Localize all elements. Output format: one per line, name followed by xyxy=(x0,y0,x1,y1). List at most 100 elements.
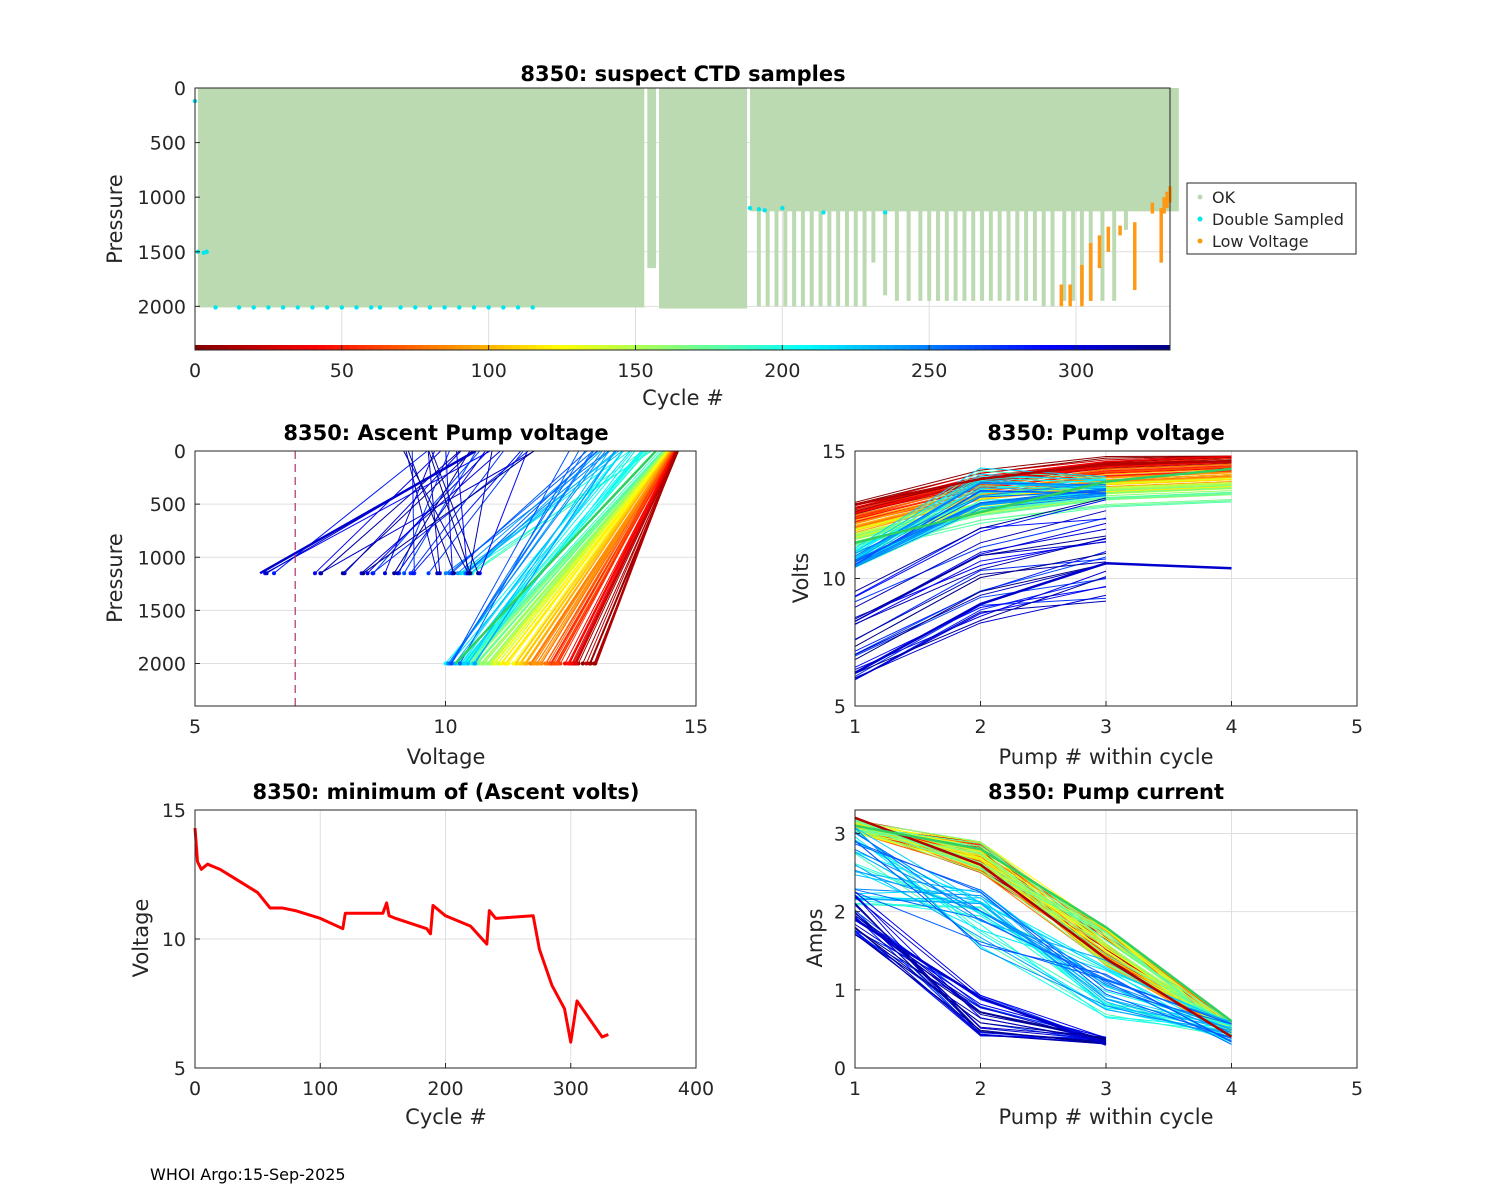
ascent-profile-127 xyxy=(450,451,570,664)
ascent-profile-61 xyxy=(513,451,668,664)
ascent-profile-140 xyxy=(455,451,469,574)
pumpv-cycle-102 xyxy=(854,493,1107,566)
cycle-color-45 xyxy=(560,345,570,350)
cycle-color-21 xyxy=(365,345,375,350)
double-sampled-point-27 xyxy=(756,206,762,212)
pumpv-cycle-103 xyxy=(854,481,1107,554)
ascent-bottom-point-114 xyxy=(472,661,477,666)
ascent-profile-159 xyxy=(428,451,471,574)
pumpc-cycle-103 xyxy=(854,827,1232,1038)
ascent-profile-6 xyxy=(577,451,678,664)
ctd-xtick-label-6: 300 xyxy=(1058,360,1094,382)
cycle-color-117 xyxy=(1145,345,1155,350)
ascent-bottom-point-78 xyxy=(485,661,490,666)
pumpv-cycle-131 xyxy=(854,510,1107,608)
double-sampled-point-26 xyxy=(747,205,753,211)
ascent-bottom-point-61 xyxy=(511,661,516,666)
ctd-ytick-label-2: 1000 xyxy=(138,187,186,209)
cycle-color-7 xyxy=(251,345,261,350)
cycle-color-70 xyxy=(763,345,773,350)
pumpc-xtick-label-0: 1 xyxy=(849,1078,861,1100)
pumpv-cycle-11 xyxy=(854,455,1232,507)
double-sampled-point-13 xyxy=(354,305,359,310)
cycle-color-29 xyxy=(430,345,440,350)
cycle-color-63 xyxy=(706,345,716,350)
double-sampled-point-8 xyxy=(280,305,286,310)
cycle-color-114 xyxy=(1121,345,1130,350)
ctd-frame xyxy=(194,87,1171,351)
pumpc-title: 8350: Pump current xyxy=(988,780,1224,804)
legend-lowv-marker xyxy=(1197,238,1203,244)
cycle-color-105 xyxy=(1048,345,1057,350)
pumpc-cycle-66 xyxy=(854,827,1232,1030)
ascent-bottom-point-7 xyxy=(587,661,592,666)
cycle-color-36 xyxy=(487,345,497,350)
pumpv-cycle-23 xyxy=(854,469,1232,522)
cycle-color-41 xyxy=(528,345,537,350)
minv-ytick-label-0: 5 xyxy=(174,1058,186,1080)
cycle-color-112 xyxy=(1105,345,1114,350)
ascent-bottom-point-124 xyxy=(457,661,462,666)
ctd-xtick-label-3: 150 xyxy=(617,360,653,382)
pumpc-xtick-label-4: 5 xyxy=(1351,1078,1363,1100)
cycle-color-106 xyxy=(1056,345,1065,350)
cycle-color-37 xyxy=(495,345,505,350)
pumpv-cycle-120 xyxy=(854,499,1107,598)
ascent-bottom-point-59 xyxy=(506,661,511,666)
ascent-bottom-point-145 xyxy=(382,571,387,576)
cycle-color-33 xyxy=(463,345,472,350)
ascent-bottom-point-31 xyxy=(551,661,556,666)
cycle-color-38 xyxy=(503,345,513,350)
ascent-profile-149 xyxy=(427,451,441,574)
ascent-profile-29 xyxy=(559,451,674,664)
ok-block-2 xyxy=(659,88,748,309)
cycle-color-84 xyxy=(877,345,887,350)
ascent-profile-54 xyxy=(518,451,669,664)
cycle-color-52 xyxy=(617,345,627,350)
cycle-color-32 xyxy=(455,345,464,350)
ascent-bottom-point-128 xyxy=(402,571,407,576)
ascent-bottom-point-115 xyxy=(455,571,460,576)
cycle-color-12 xyxy=(292,345,302,350)
pumpv-series-2 xyxy=(854,561,1232,674)
cycle-color-75 xyxy=(804,345,813,350)
ascent-bottom-point-22 xyxy=(565,661,570,666)
min-voltage-panel: 8350: minimum of (Ascent volts) Cycle # … xyxy=(129,780,714,1129)
pumpc-cycle-94 xyxy=(854,827,1232,1024)
ascent-profile-153 xyxy=(320,451,461,574)
cycle-color-64 xyxy=(715,345,724,350)
pumpv-cycle-93 xyxy=(854,473,1107,553)
cycle-color-56 xyxy=(650,345,659,350)
cycle-color-57 xyxy=(658,345,667,350)
pumpv-cycle-19 xyxy=(854,461,1232,514)
cycle-color-31 xyxy=(446,345,456,350)
cycle-color-108 xyxy=(1072,345,1082,350)
ok-block-3 xyxy=(750,88,1179,212)
cycle-color-71 xyxy=(771,345,781,350)
ctd-xtick-label-0: 0 xyxy=(189,360,201,382)
ascent-bottom-point-154 xyxy=(476,571,481,576)
pumpv-cycle-136 xyxy=(854,576,1107,675)
cycle-color-9 xyxy=(268,345,277,350)
ascent-profile-68 xyxy=(497,451,667,664)
cycle-color-115 xyxy=(1129,345,1138,350)
ascent-ytick-label-1: 500 xyxy=(150,494,186,516)
double-sampled-point-19 xyxy=(442,305,447,310)
pump-current-panel: 8350: Pump current Pump # within cycle A… xyxy=(803,780,1363,1129)
ctd-title: 8350: suspect CTD samples xyxy=(520,62,845,86)
cycle-color-35 xyxy=(479,345,488,350)
ascent-profile-102 xyxy=(472,451,636,664)
pumpv-cycle-121 xyxy=(854,586,1107,668)
pumpv-cycle-97 xyxy=(854,487,1107,563)
cycle-color-79 xyxy=(836,345,846,350)
pumpv-cycle-78 xyxy=(854,470,1107,551)
cycle-color-116 xyxy=(1137,345,1147,350)
ascent-profile-78 xyxy=(487,451,665,664)
cycle-color-25 xyxy=(398,345,407,350)
cycle-color-100 xyxy=(1007,345,1017,350)
pumpv-cycle-114 xyxy=(854,517,1107,603)
ascent-profile-41 xyxy=(540,451,672,664)
minv-series-0 xyxy=(193,827,609,1044)
cycle-color-8 xyxy=(260,345,269,350)
cycle-color-118 xyxy=(1153,345,1163,350)
